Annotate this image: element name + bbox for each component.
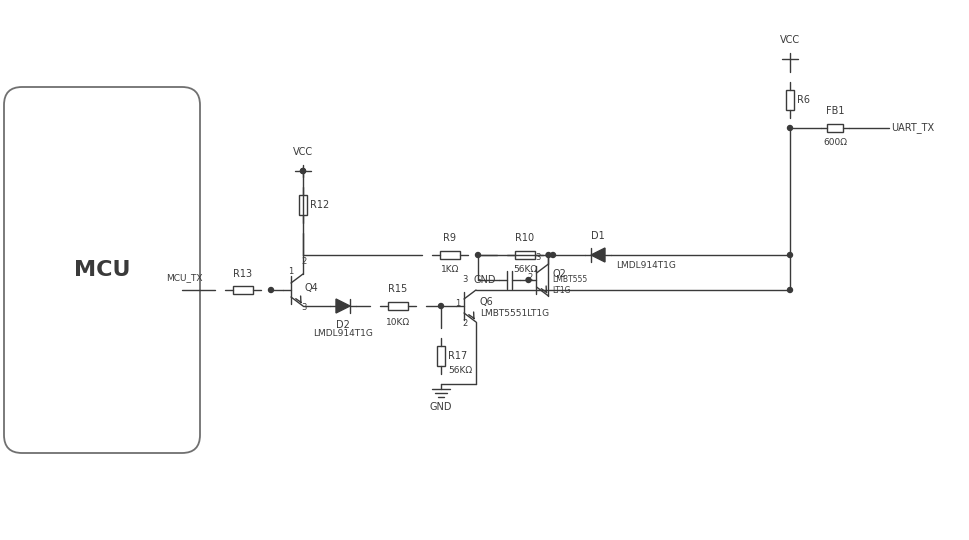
- Text: 2: 2: [301, 258, 306, 267]
- Circle shape: [526, 278, 531, 282]
- Text: VCC: VCC: [780, 35, 800, 45]
- Text: R17: R17: [448, 351, 467, 361]
- Text: Q2: Q2: [552, 269, 566, 279]
- Text: R13: R13: [234, 269, 253, 279]
- Text: D1: D1: [591, 231, 605, 241]
- Text: LMBT5551LT1G: LMBT5551LT1G: [480, 309, 549, 319]
- Text: MCU: MCU: [74, 260, 130, 280]
- Circle shape: [788, 125, 793, 131]
- Bar: [827, 124, 843, 132]
- Text: 1KΩ: 1KΩ: [441, 265, 459, 274]
- Text: 3: 3: [535, 253, 541, 262]
- Text: Q6: Q6: [480, 297, 494, 307]
- Circle shape: [546, 253, 551, 258]
- Polygon shape: [336, 299, 350, 313]
- Text: R10: R10: [516, 233, 535, 243]
- Circle shape: [788, 287, 793, 293]
- Bar: [299, 195, 307, 215]
- Text: UART_TX: UART_TX: [891, 123, 934, 133]
- Text: 1: 1: [288, 267, 294, 276]
- Circle shape: [439, 303, 444, 308]
- Bar: [440, 251, 460, 259]
- Text: LMDL914T1G: LMDL914T1G: [313, 329, 373, 338]
- Text: R15: R15: [389, 284, 408, 294]
- Text: 2: 2: [463, 320, 468, 328]
- Text: R6: R6: [797, 95, 810, 105]
- Bar: [786, 90, 794, 110]
- Circle shape: [476, 253, 481, 258]
- Text: 600Ω: 600Ω: [823, 138, 847, 147]
- Text: 1: 1: [454, 300, 460, 308]
- Text: MCU_TX: MCU_TX: [167, 273, 203, 282]
- Circle shape: [300, 168, 305, 173]
- FancyBboxPatch shape: [4, 87, 200, 453]
- Circle shape: [268, 287, 273, 293]
- Bar: [388, 302, 408, 310]
- Text: 56KΩ: 56KΩ: [448, 366, 472, 375]
- Circle shape: [300, 168, 305, 173]
- Bar: [233, 286, 253, 294]
- Text: 10KΩ: 10KΩ: [386, 318, 410, 327]
- Polygon shape: [591, 248, 605, 262]
- Bar: [515, 251, 535, 259]
- Text: 3: 3: [301, 303, 306, 313]
- Text: FB1: FB1: [826, 106, 844, 116]
- Text: 2: 2: [527, 273, 533, 282]
- Text: R9: R9: [444, 233, 456, 243]
- Text: 56KΩ: 56KΩ: [513, 265, 537, 274]
- Text: 3: 3: [462, 275, 468, 285]
- Text: D2: D2: [336, 320, 350, 330]
- Text: VCC: VCC: [293, 147, 313, 157]
- Text: GND: GND: [429, 402, 453, 412]
- Circle shape: [550, 253, 555, 258]
- Bar: [437, 346, 445, 366]
- Text: GND: GND: [474, 275, 496, 285]
- Circle shape: [788, 253, 793, 258]
- Text: Q4: Q4: [305, 283, 319, 293]
- Text: LMDL914T1G: LMDL914T1G: [616, 260, 675, 269]
- Text: R12: R12: [310, 200, 329, 210]
- Text: LMBT555
LT1G: LMBT555 LT1G: [552, 275, 588, 295]
